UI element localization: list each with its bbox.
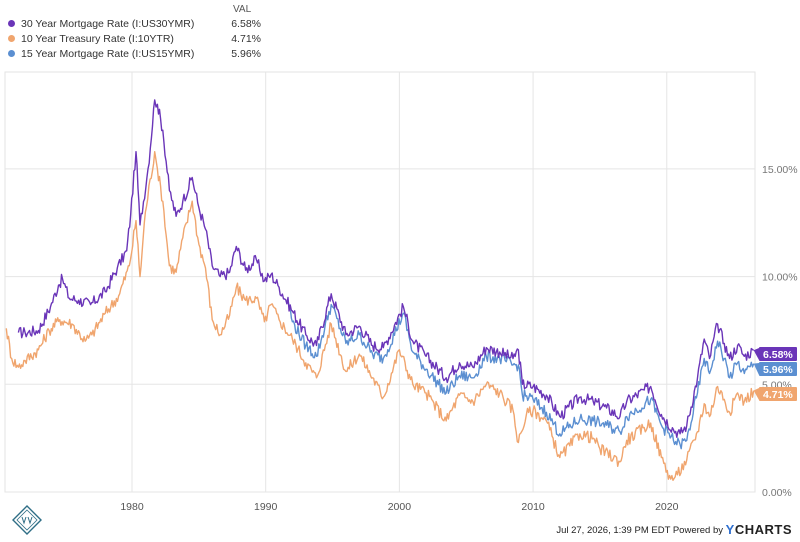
end-value-label: 6.58% (763, 349, 793, 361)
ycharts-logo[interactable]: YCHARTS (725, 522, 792, 537)
legend-header: VAL (233, 4, 252, 15)
plot-frame (4, 71, 756, 493)
end-label-box (759, 362, 797, 376)
footer-timestamp: Jul 27, 2026, 1:39 PM EDT (556, 525, 671, 536)
legend-dot-icon (8, 35, 15, 42)
legend-item-value: 4.71% (231, 33, 261, 45)
x-tick-label: 2000 (388, 501, 412, 513)
series-10y-treasury-line (5, 151, 755, 481)
legend-item-value: 5.96% (231, 48, 261, 60)
end-label-box (759, 347, 797, 361)
end-label-pointer (753, 363, 759, 375)
end-label-box (759, 387, 797, 401)
y-tick-label: 10.00% (762, 272, 798, 284)
end-value-label: 4.71% (763, 389, 793, 401)
chart-footer: Jul 27, 2026, 1:39 PM EDT Powered by YCH… (556, 522, 792, 537)
legend-item-15y-mortgage[interactable]: 15 Year Mortgage Rate (I:US15YMR) 5.96% (8, 48, 261, 61)
series-30y-mortgage-line (17, 99, 755, 438)
x-tick-label: 2010 (521, 501, 545, 513)
company-logo (12, 505, 42, 535)
end-value-label: 5.96% (763, 364, 793, 376)
legend-item-value: 6.58% (231, 18, 261, 30)
y-tick-label: 0.00% (762, 487, 792, 499)
x-tick-label: 1990 (254, 501, 278, 513)
footer-powered-by: Powered by (672, 525, 724, 536)
end-label-pointer (753, 348, 759, 360)
legend-item-label: 10 Year Treasury Rate (I:10YTR) (21, 33, 174, 45)
y-tick-label: 15.00% (762, 164, 798, 176)
end-label-pointer (753, 388, 759, 400)
diamond-logo-icon (12, 505, 42, 535)
legend-item-label: 30 Year Mortgage Rate (I:US30YMR) (21, 18, 195, 30)
x-tick-label: 1980 (120, 501, 144, 513)
legend-dot-icon (8, 50, 15, 57)
series-15y-mortgage-line (287, 302, 755, 450)
x-tick-label: 2020 (655, 501, 679, 513)
legend-dot-icon (8, 20, 15, 27)
legend-item-label: 15 Year Mortgage Rate (I:US15YMR) (21, 48, 195, 60)
legend-item-10y-treasury[interactable]: 10 Year Treasury Rate (I:10YTR) 4.71% (8, 33, 261, 46)
legend-item-30y-mortgage[interactable]: 30 Year Mortgage Rate (I:US30YMR) 6.58% (8, 18, 261, 31)
